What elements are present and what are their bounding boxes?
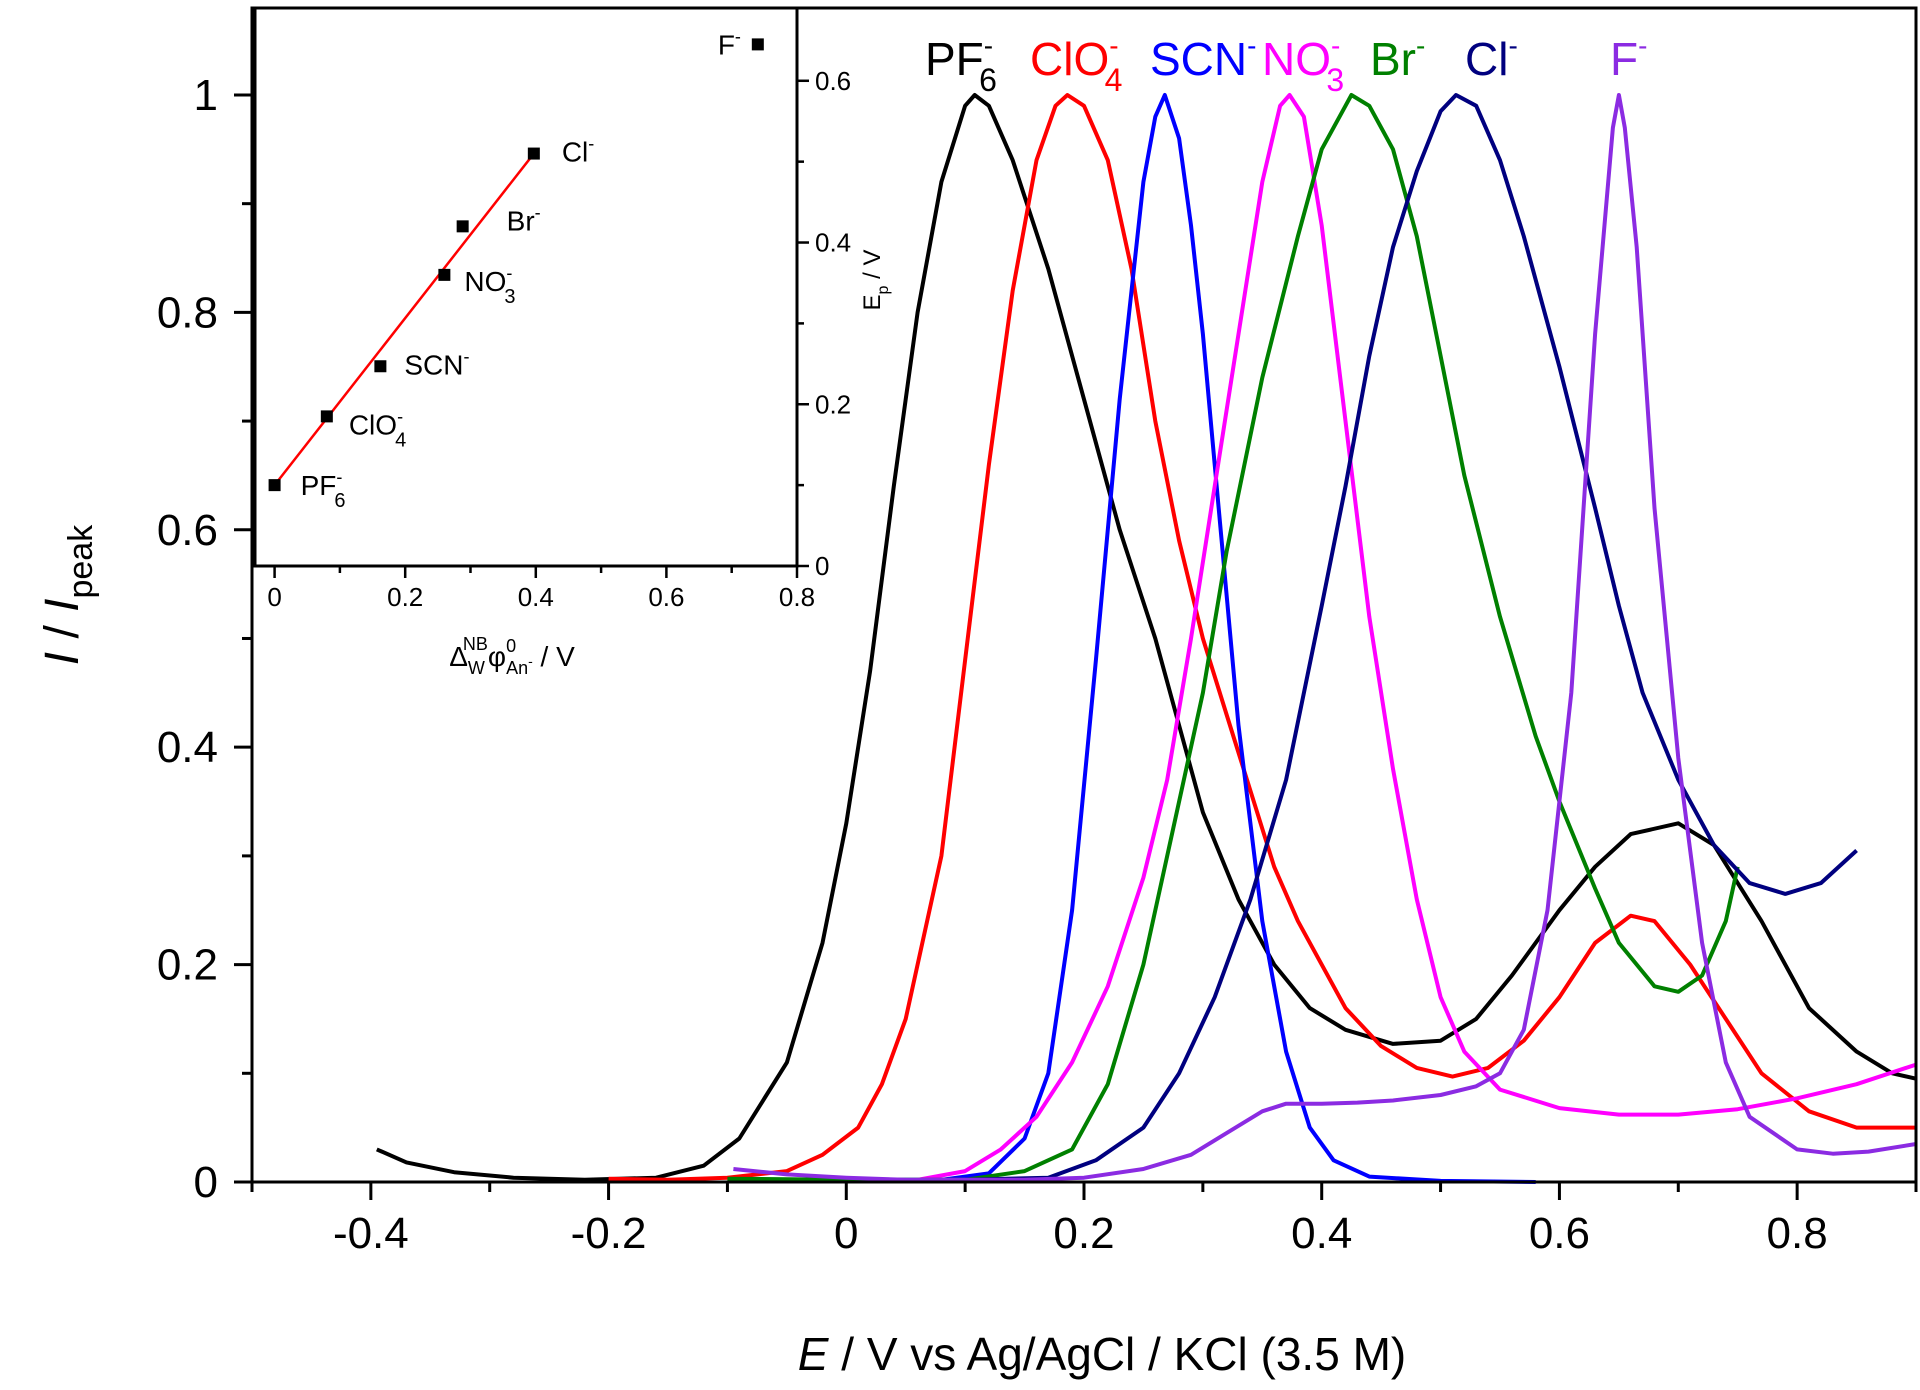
series-label-4: Br- bbox=[1370, 30, 1425, 85]
series-line-1 bbox=[608, 93, 1916, 1182]
inset-point-3 bbox=[438, 268, 451, 281]
x-tick-label: -0.2 bbox=[571, 1209, 647, 1258]
inset-plot: 0 0.2 0.4 0.6 0.800.20.40.6PF-6ClO-4SCN-NO-3… bbox=[253, 6, 892, 678]
inset-x-tick-label: 0.2 bbox=[387, 582, 423, 612]
series-line-6 bbox=[733, 93, 1917, 1182]
x-tick-label: 0.4 bbox=[1291, 1209, 1352, 1258]
x-tick-label: 0.6 bbox=[1529, 1209, 1590, 1258]
series-label-0: PF-6 bbox=[925, 30, 997, 98]
inset-point-label-1: ClO-4 bbox=[349, 406, 406, 451]
y-axis-label: I / Ipeak bbox=[36, 524, 100, 665]
inset-point-label-0: PF-6 bbox=[301, 467, 346, 512]
series-label-2: SCN- bbox=[1150, 30, 1256, 85]
series-line-5 bbox=[965, 93, 1858, 1182]
y-tick-label: 0.2 bbox=[157, 941, 218, 990]
series-line-2 bbox=[870, 93, 1536, 1184]
x-tick-label: -0.4 bbox=[333, 1209, 409, 1258]
inset-point-label-5: Cl- bbox=[562, 134, 594, 168]
series-label-5: Cl- bbox=[1465, 30, 1518, 85]
y-tick-label: 0.8 bbox=[157, 288, 218, 337]
inset-x-tick-label: 0.6 bbox=[648, 582, 684, 612]
series-line-4 bbox=[727, 93, 1740, 1182]
inset-point-label-6: F- bbox=[718, 26, 741, 60]
series-line-0 bbox=[375, 93, 1917, 1182]
x-tick-label: 0 bbox=[834, 1209, 858, 1258]
inset-point-2 bbox=[374, 360, 387, 373]
inset-x-tick-label: 0.4 bbox=[518, 582, 554, 612]
x-tick-label: 0.2 bbox=[1053, 1209, 1114, 1258]
inset-point-0 bbox=[268, 479, 281, 492]
main-plot: -0.4 -0.2 0 0.2 0.4 0.6 0.800.20.40.60.81E / V… bbox=[36, 6, 1918, 1380]
inset-x-axis-label: ΔWNBφ0 An- / V bbox=[449, 634, 575, 678]
y-tick-label: 0 bbox=[194, 1158, 218, 1207]
y-tick-label: 1 bbox=[194, 71, 218, 120]
inset-y-tick-label: 0 bbox=[815, 551, 829, 581]
inset-y-tick-label: 0.2 bbox=[815, 389, 851, 419]
y-tick-label: 0.4 bbox=[157, 723, 218, 772]
inset-point-6 bbox=[751, 38, 764, 51]
inset-y-axis-label: Ep / V bbox=[859, 250, 892, 311]
x-tick-label: 0.8 bbox=[1767, 1209, 1828, 1258]
inset-y-tick-label: 0.6 bbox=[815, 66, 851, 96]
inset-point-5 bbox=[527, 147, 540, 160]
series-label-1: ClO-4 bbox=[1030, 30, 1122, 98]
y-tick-label: 0.6 bbox=[157, 506, 218, 555]
inset-point-label-4: Br- bbox=[507, 202, 541, 236]
inset-point-4 bbox=[456, 220, 469, 233]
inset-y-tick-label: 0.4 bbox=[815, 228, 851, 258]
inset-fit-line bbox=[273, 152, 535, 486]
series-line-3 bbox=[917, 93, 1917, 1182]
inset-point-1 bbox=[320, 410, 333, 423]
x-axis-label: E / V vs Ag/AgCl / KCl (3.5 M) bbox=[798, 1328, 1406, 1380]
inset-x-tick-label: 0.8 bbox=[779, 582, 815, 612]
inset-frame bbox=[253, 6, 799, 568]
inset-x-tick-label: 0 bbox=[267, 582, 281, 612]
series-label-3: NO-3 bbox=[1262, 30, 1344, 98]
series-label-6: F- bbox=[1610, 30, 1647, 85]
inset-point-label-2: SCN- bbox=[404, 346, 469, 380]
inset-point-label-3: NO-3 bbox=[464, 263, 515, 308]
